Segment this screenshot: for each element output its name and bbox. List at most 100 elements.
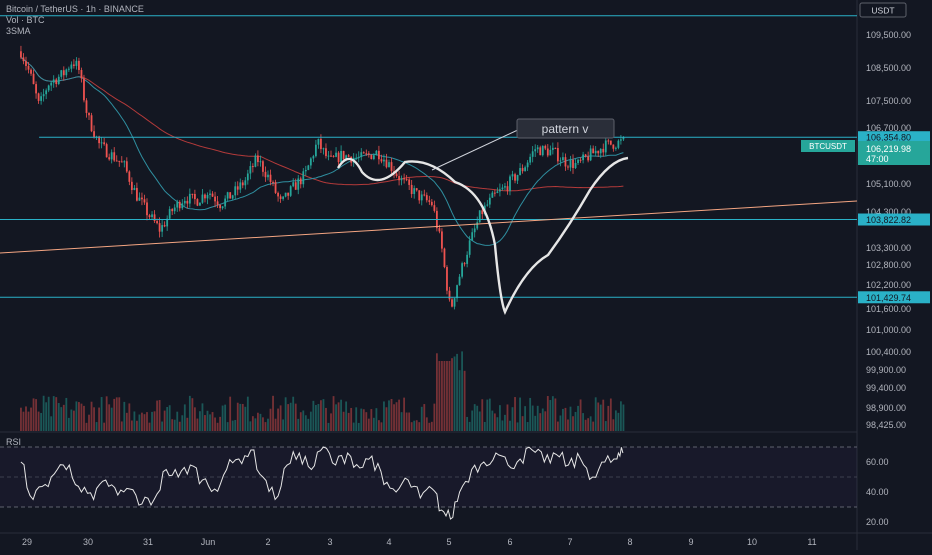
volume-bar: [173, 419, 176, 431]
candle-body: [234, 186, 237, 196]
candle-body: [617, 140, 620, 148]
candle-body: [57, 76, 60, 85]
candle-body: [272, 181, 274, 183]
candle-body: [128, 171, 131, 182]
candle-body: [400, 178, 403, 181]
volume-bar: [193, 407, 196, 431]
volume-bar: [274, 418, 277, 431]
candle-body: [355, 157, 358, 159]
volume-bar: [110, 407, 113, 431]
candle-body: [514, 174, 516, 181]
volume-bar: [320, 400, 322, 431]
volume-bar: [289, 402, 292, 431]
candle-body: [141, 197, 143, 200]
candle-body: [130, 181, 133, 191]
volume-bar: [504, 414, 506, 431]
candle-body: [370, 154, 373, 160]
volume-bar: [408, 412, 411, 431]
candle-body: [27, 65, 30, 70]
volume-bar: [171, 419, 174, 431]
volume-bar: [123, 401, 126, 431]
moving-average-layer: [20, 56, 624, 246]
volume-bar: [100, 397, 103, 431]
candle-body: [103, 142, 106, 145]
candle-body: [244, 180, 247, 186]
candle-body: [614, 147, 617, 149]
volume-bar: [509, 420, 511, 431]
volume-bar: [141, 412, 143, 431]
volume-bar: [201, 403, 204, 431]
candle-body: [161, 225, 164, 232]
candle-body: [438, 228, 441, 232]
candle-body: [214, 196, 216, 202]
candle-body: [30, 69, 32, 74]
candle-body: [199, 202, 201, 206]
candle-body: [360, 152, 363, 157]
candle-body: [423, 194, 426, 196]
candle-body: [365, 153, 368, 155]
candle-body: [544, 145, 547, 149]
volume-bar: [433, 403, 436, 431]
candle-body: [125, 161, 128, 172]
volume-bar: [461, 351, 463, 431]
volume-bar: [304, 415, 307, 431]
volume-bar: [156, 400, 158, 431]
volume-bar: [231, 420, 234, 431]
volume-bar: [125, 412, 128, 431]
volume-bar: [572, 416, 574, 431]
volume-bar: [375, 408, 378, 431]
price-tick-label: 102,800.00: [866, 260, 911, 270]
time-tick-label: 7: [567, 537, 572, 547]
volume-bar: [506, 404, 509, 431]
volume-bar: [534, 415, 537, 431]
volume-bar: [188, 395, 191, 431]
candle-body: [516, 175, 519, 181]
candle-body: [587, 156, 590, 161]
candle-body: [299, 178, 302, 185]
candle-body: [428, 200, 431, 202]
volume-bar: [327, 422, 330, 431]
volume-bar: [302, 410, 305, 431]
candle-body: [146, 202, 148, 216]
rsi-line: [20, 446, 624, 520]
volume-bar: [539, 413, 542, 431]
ticker-badge: [801, 140, 855, 152]
candle-body: [239, 182, 242, 190]
candle-body: [317, 138, 320, 145]
candle-body: [357, 156, 360, 158]
volume-bar: [559, 415, 562, 431]
candle-body: [287, 192, 290, 196]
sma-fast-line: [20, 56, 624, 246]
candle-body: [166, 218, 169, 227]
volume-bar: [211, 412, 214, 431]
volume-bar: [163, 410, 166, 431]
rsi-tick-label: 60.00: [866, 457, 889, 467]
candle-body: [216, 201, 219, 206]
volume-bar: [138, 414, 141, 431]
rsi-tick-label: 20.00: [866, 517, 889, 527]
candle-body: [602, 148, 605, 153]
volume-bar: [244, 406, 247, 431]
volume-bar: [183, 404, 186, 431]
candle-body: [488, 197, 491, 205]
candle-body: [262, 161, 264, 172]
volume-bar: [57, 403, 60, 431]
volume-bar: [216, 422, 219, 431]
candle-body: [173, 207, 176, 212]
volume-bar: [347, 412, 350, 431]
candle-body: [425, 195, 428, 201]
volume-bar: [120, 421, 123, 431]
volume-bar: [383, 401, 385, 431]
volume-bar: [395, 402, 398, 431]
candle-body: [188, 193, 191, 204]
candle-body: [564, 157, 567, 167]
level-upper-label-bg: [858, 131, 930, 144]
volume-bar: [262, 417, 264, 431]
volume-bar: [478, 411, 481, 431]
volume-bar: [267, 418, 269, 431]
candle-body: [304, 169, 307, 172]
candle-body: [453, 298, 456, 307]
